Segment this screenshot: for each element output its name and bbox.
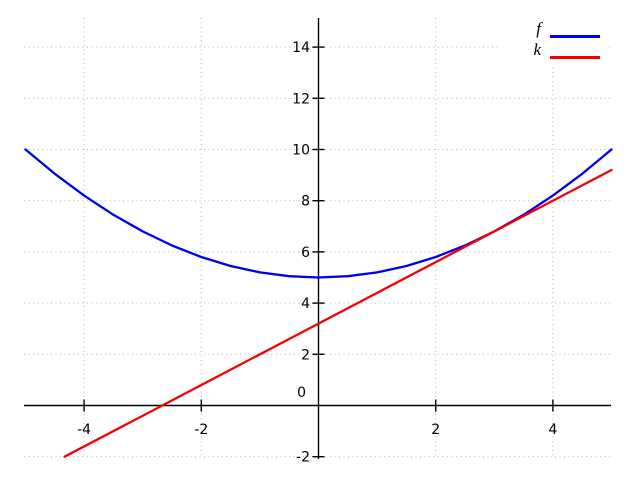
y-tick-label: 12 [292, 91, 310, 107]
y-tick-label: 10 [292, 143, 310, 159]
legend-label-k: k [533, 40, 541, 59]
x-tick-label: -4 [77, 422, 91, 438]
y-tick-label: 8 [301, 194, 310, 210]
legend-line-sample-k [550, 56, 600, 59]
y-tick-label: -2 [296, 450, 310, 466]
x-tick-label: 2 [431, 422, 440, 438]
y-tick-label: 4 [301, 296, 310, 312]
y-tick-label: 6 [301, 245, 310, 261]
y-tick-label: 0 [297, 385, 306, 401]
legend-item-k: k [500, 39, 600, 60]
x-tick-label: 4 [548, 422, 557, 438]
y-tick-label: 2 [301, 347, 310, 363]
legend-label-f: f [536, 19, 541, 38]
legend-line-sample-f [550, 35, 600, 38]
legend: f k [500, 16, 606, 64]
x-tick-label: -2 [194, 422, 208, 438]
legend-item-f: f [500, 18, 600, 39]
y-tick-label: 14 [292, 40, 310, 56]
curve-k [63, 168, 613, 458]
